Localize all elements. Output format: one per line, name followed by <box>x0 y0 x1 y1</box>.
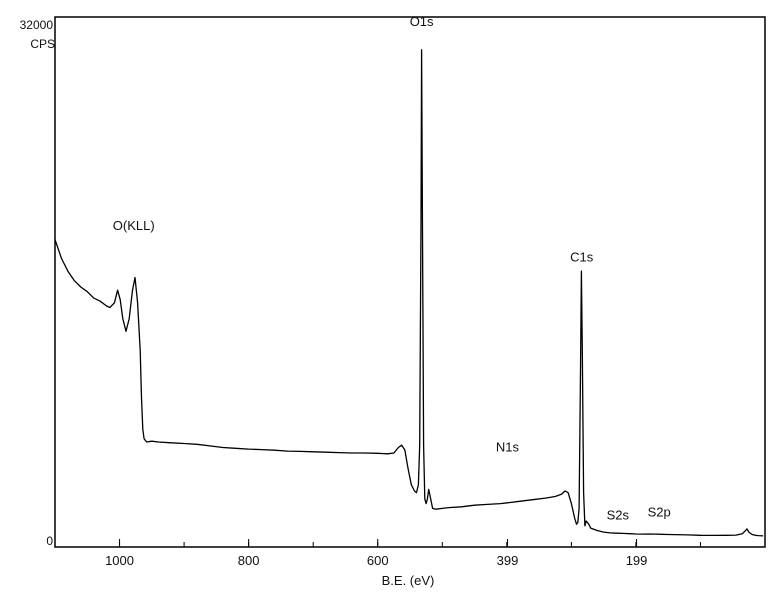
peak-label-n1s: N1s <box>496 439 520 454</box>
x-axis-tick-labels: 1000 800 600 399 199 <box>105 553 647 568</box>
x-tick-label: 399 <box>497 553 519 568</box>
plot-frame <box>54 16 766 548</box>
peak-label-s2s: S2s <box>607 507 630 522</box>
peak-label-c1s: C1s <box>570 250 594 265</box>
x-axis-title: B.E. (eV) <box>382 573 435 588</box>
peak-label-o1s: O1s <box>410 14 434 29</box>
y-axis-zero-label: 0 <box>46 534 53 548</box>
peak-label-okll: O(KLL) <box>113 218 155 233</box>
x-tick-label: 1000 <box>105 553 134 568</box>
x-tick-label: 800 <box>238 553 260 568</box>
spectrum-line <box>54 49 764 537</box>
x-tick-label: 199 <box>626 553 648 568</box>
series-layer <box>54 49 764 537</box>
y-axis-unit-label: CPS <box>30 37 55 51</box>
x-tick-label: 600 <box>367 553 389 568</box>
y-axis-max-label: 32000 <box>20 18 54 32</box>
peak-annotations: O1s O(KLL) C1s N1s S2s S2p <box>113 14 671 522</box>
x-axis-ticks <box>54 539 766 547</box>
peak-label-s2p: S2p <box>648 504 671 519</box>
